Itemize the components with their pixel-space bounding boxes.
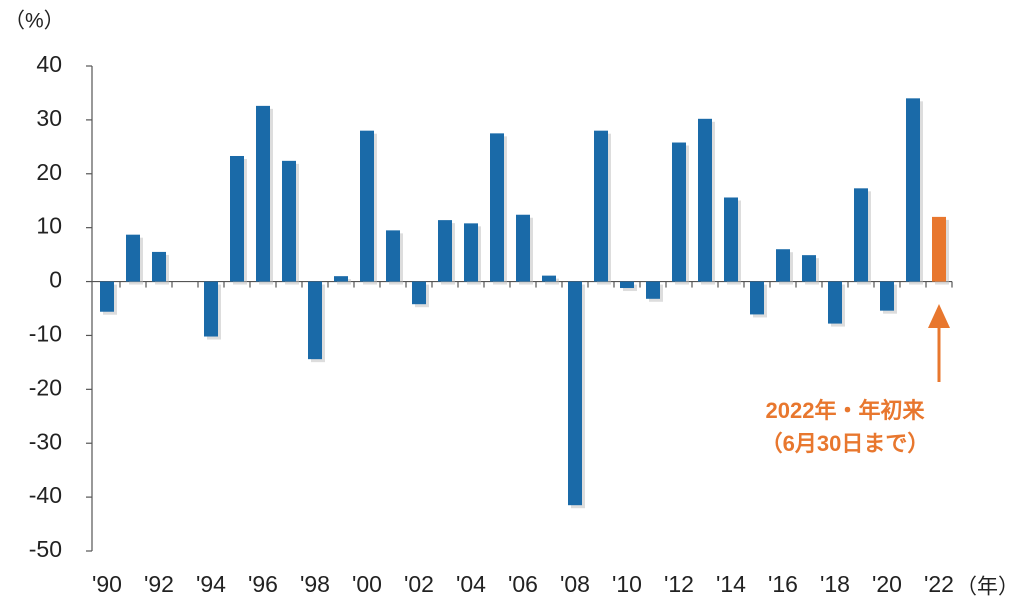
bar [230, 155, 244, 282]
bar [490, 133, 504, 282]
bar [100, 281, 114, 312]
annotation: （6月30日まで） [761, 431, 930, 456]
bar-shadow [545, 278, 559, 285]
bar [204, 281, 218, 337]
x-tick-label: '00 [352, 571, 382, 597]
x-tick-label: '06 [508, 571, 538, 597]
bar [620, 281, 634, 289]
x-tick-label: '16 [768, 571, 798, 597]
x-unit: （年） [956, 576, 1019, 599]
bar [880, 281, 894, 311]
annotation: 2022年・年初来 [766, 398, 926, 423]
x-tick-label: '94 [196, 571, 226, 597]
y-tick-label: 0 [49, 267, 62, 293]
bar [932, 216, 946, 282]
bar [698, 118, 712, 282]
y-tick-label: -20 [29, 374, 62, 400]
bar [386, 230, 400, 282]
x-tick-label: '18 [820, 571, 850, 597]
bar [854, 188, 868, 282]
bar [412, 281, 426, 305]
bar [776, 249, 790, 282]
bar [594, 130, 608, 282]
x-tick-label: '92 [144, 571, 174, 597]
y-tick-label: -10 [29, 321, 62, 347]
bar [568, 281, 582, 506]
bar [542, 275, 556, 282]
bar [646, 281, 660, 299]
bar [724, 197, 738, 282]
x-tick-label: '02 [404, 571, 434, 597]
bar [828, 281, 842, 324]
x-tick-label: '14 [716, 571, 746, 597]
bar [126, 234, 140, 282]
x-tick-label: '20 [872, 571, 902, 597]
x-tick-label: '22 [924, 571, 954, 597]
y-tick-label: -30 [29, 428, 62, 454]
x-tick-label: '98 [300, 571, 330, 597]
bar [152, 251, 166, 282]
bar [438, 220, 452, 282]
bar [256, 105, 270, 282]
y-tick-label: 20 [36, 159, 62, 185]
bar-shadow [337, 279, 351, 285]
bar [464, 223, 478, 282]
x-tick-label: '90 [92, 571, 122, 597]
x-tick-label: '08 [560, 571, 590, 597]
bar [802, 255, 816, 282]
bar [906, 98, 920, 282]
bar [516, 214, 530, 282]
bar [334, 276, 348, 282]
x-tick-label: '96 [248, 571, 278, 597]
y-tick-label: -50 [29, 536, 62, 562]
y-tick-label: 30 [36, 105, 62, 131]
bar [750, 281, 764, 315]
y-tick-label: -40 [29, 482, 62, 508]
bar [360, 130, 374, 282]
bar [672, 142, 686, 282]
bar [308, 281, 322, 360]
y-tick-label: 10 [36, 213, 62, 239]
arrow-head [928, 304, 950, 328]
x-tick-label: '04 [456, 571, 486, 597]
bar [282, 160, 296, 282]
x-tick-label: '12 [664, 571, 694, 597]
y-tick-label: 40 [36, 51, 62, 77]
x-tick-label: '10 [612, 571, 642, 597]
y-unit: （%） [4, 10, 65, 33]
